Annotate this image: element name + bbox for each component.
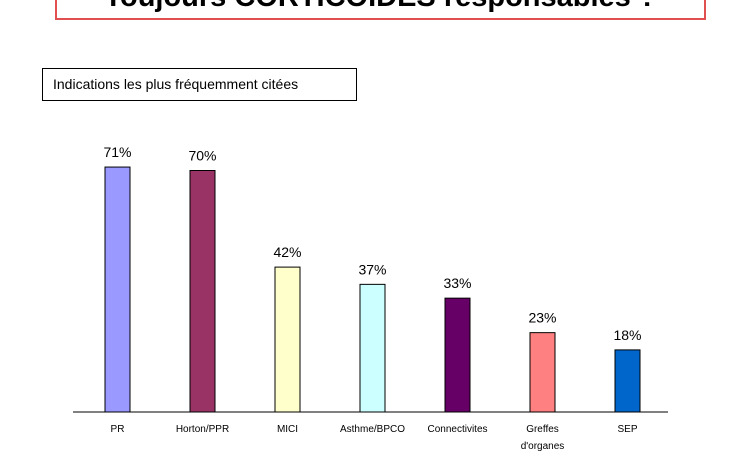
bar (444, 297, 471, 413)
bar (529, 332, 556, 413)
value-label: 71% (103, 144, 131, 160)
x-tick-label: SEP (617, 424, 638, 435)
chart-subtitle: Indications les plus fréquemment citées (42, 68, 357, 101)
x-tick-label: Connectivites (427, 424, 488, 435)
bar (614, 349, 641, 413)
value-label: 37% (358, 261, 386, 277)
chart-title: Toujours CORTICOÏDES responsables ? (55, 0, 706, 20)
x-tick-label: Horton/PPR (175, 424, 230, 435)
x-tick-label: PR (110, 424, 125, 435)
value-label: 23% (528, 310, 556, 326)
bar (359, 283, 386, 413)
value-label: 42% (273, 244, 301, 260)
x-tick-label: MICI (276, 424, 299, 435)
value-label: 18% (613, 327, 641, 343)
bar (274, 266, 301, 413)
value-label: 33% (443, 275, 471, 291)
value-label: 70% (188, 148, 216, 164)
bar (104, 166, 131, 413)
x-tick-label: Greffes d'organes (520, 424, 565, 452)
bar (189, 170, 216, 413)
x-tick-label: Asthme/BPCO (339, 424, 406, 435)
